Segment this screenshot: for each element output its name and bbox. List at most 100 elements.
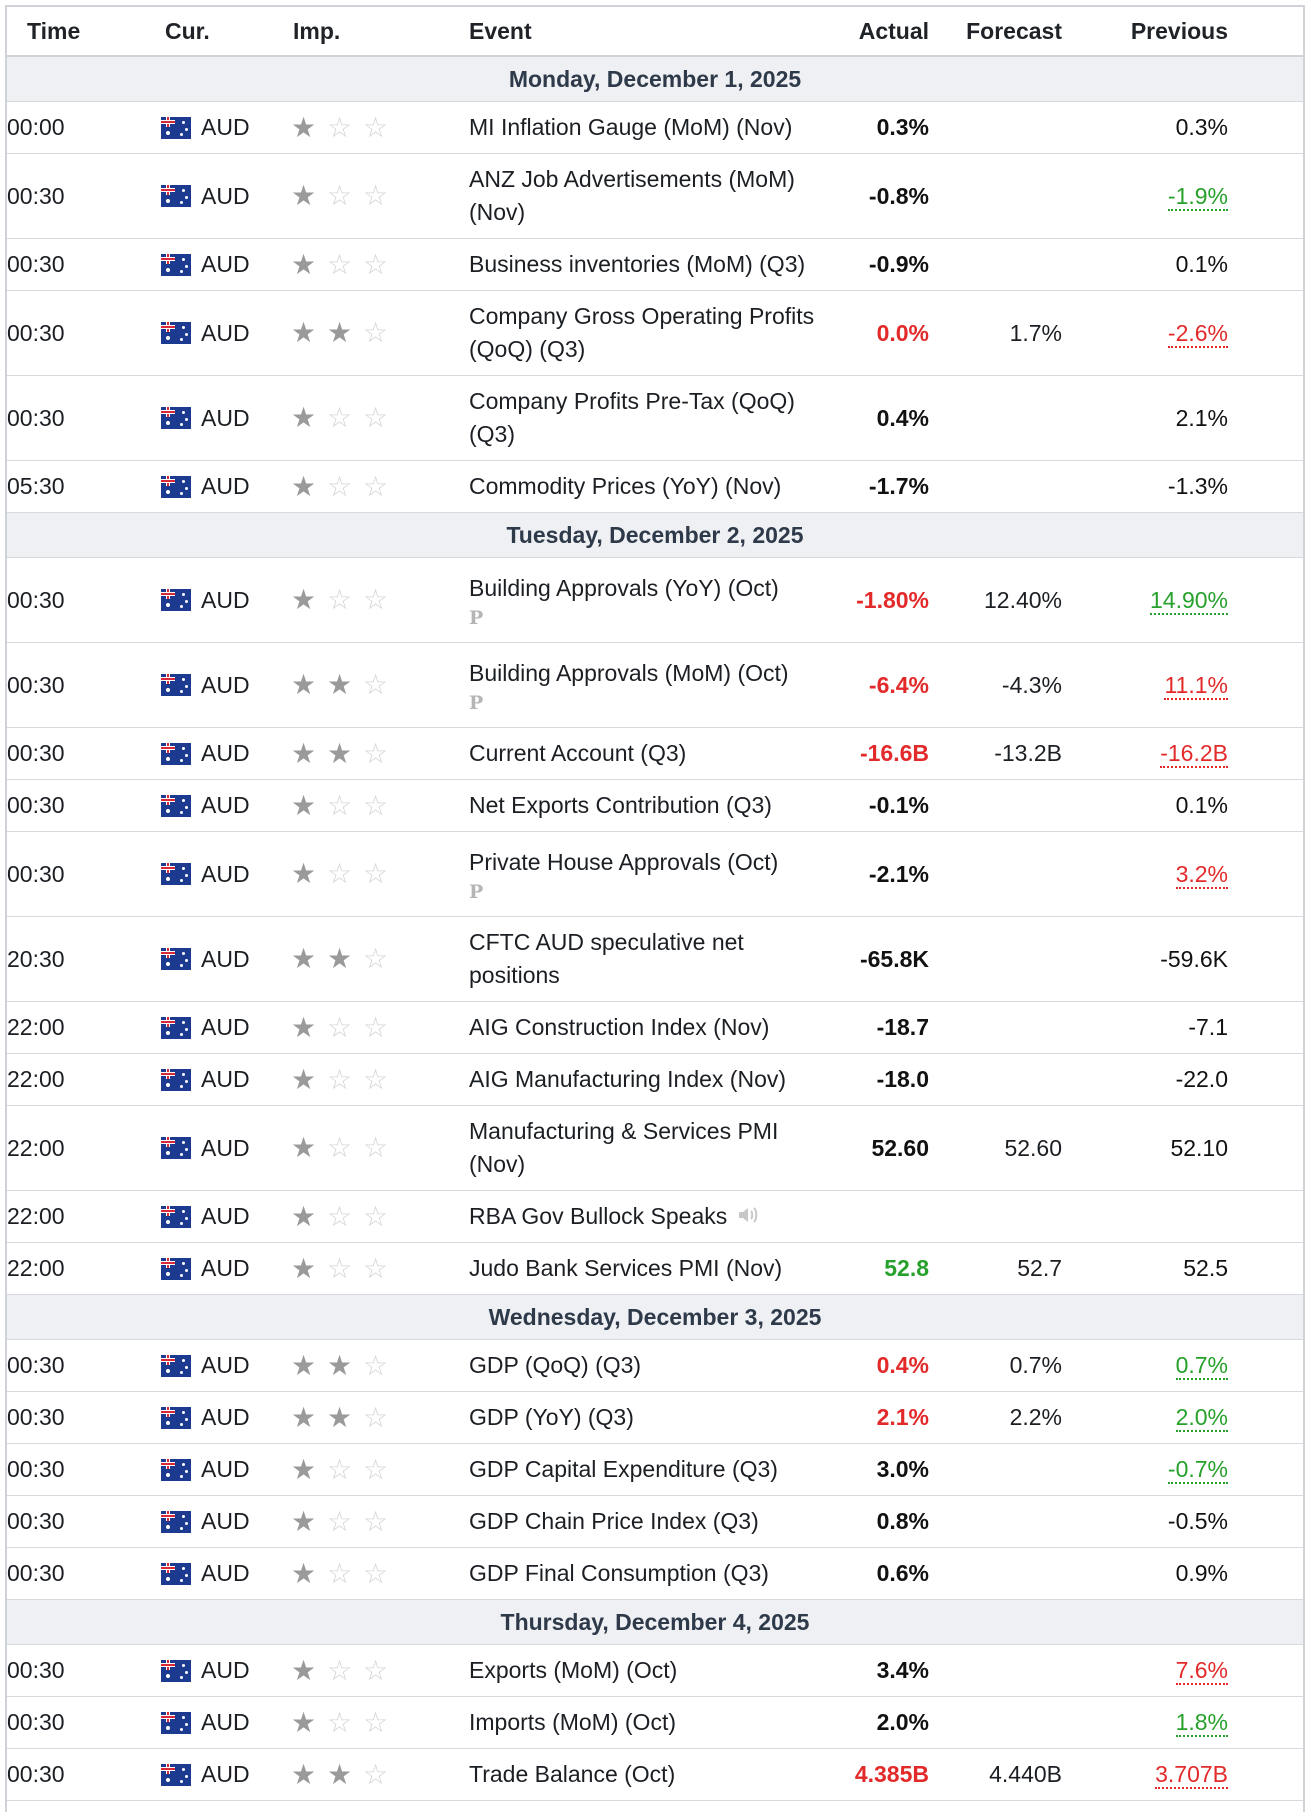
event-row[interactable]: 00:30 AUD ★ ★ ☆ Trade Balance (Oct) 4.385B 4.44… bbox=[7, 1748, 1303, 1801]
event-forecast: -13.2B bbox=[929, 727, 1062, 780]
event-previous[interactable]: -2.6% bbox=[1167, 319, 1228, 348]
event-previous[interactable]: 3.2% bbox=[1175, 860, 1228, 889]
event-importance-cell: ★ ★ ☆ bbox=[291, 1339, 469, 1392]
event-name-link[interactable]: GDP Capital Expenditure (Q3) bbox=[469, 1456, 778, 1482]
event-previous[interactable]: -1.9% bbox=[1167, 182, 1228, 211]
event-previous[interactable]: 11.1% bbox=[1164, 671, 1228, 700]
event-row[interactable]: 00:30 AUD ★ ☆ ☆ Building Approvals (YoY) (Oct… bbox=[7, 557, 1303, 643]
event-name-link[interactable]: Company Profits Pre-Tax (QoQ) (Q3) bbox=[469, 388, 795, 447]
event-row[interactable]: 00:30 AUD ★ ★ ☆ Current Account (Q3) -16.6B -13… bbox=[7, 727, 1303, 780]
header-actual[interactable]: Actual bbox=[835, 7, 929, 57]
event-previous[interactable]: 3.707B bbox=[1155, 1761, 1228, 1789]
event-previous[interactable]: 2.0% bbox=[1175, 1404, 1228, 1432]
event-row[interactable]: 00:30 AUD ★ ★ ☆ Building Approvals (MoM) (Oct… bbox=[7, 642, 1303, 728]
event-row[interactable]: 00:30 AUD ★ ☆ ☆ Net Exports Contribution (Q3)… bbox=[7, 779, 1303, 832]
event-time: 00:30 bbox=[7, 1339, 161, 1392]
event-row[interactable]: 22:00 AUD ★ ☆ ☆ AIG Manufacturing Index (Nov)… bbox=[7, 1053, 1303, 1106]
header-forecast[interactable]: Forecast bbox=[929, 7, 1062, 57]
event-previous[interactable]: -16.2B bbox=[1160, 740, 1228, 768]
event-previous-cell: 0.1% bbox=[1062, 238, 1228, 291]
event-name-link[interactable]: Current Account (Q3) bbox=[469, 740, 687, 766]
event-name-link[interactable]: Building Approvals (MoM) (Oct) bbox=[469, 660, 789, 686]
row-spacer bbox=[1228, 101, 1303, 154]
event-name-link[interactable]: AIG Construction Index (Nov) bbox=[469, 1014, 770, 1040]
event-actual-cell: 52.60 bbox=[835, 1105, 929, 1191]
header-event[interactable]: Event bbox=[469, 7, 835, 57]
star-filled-icon: ★ bbox=[291, 1557, 317, 1589]
event-row[interactable]: 05:30 AUD ★ ☆ ☆ Commodity Prices (YoY) (Nov) -… bbox=[7, 460, 1303, 513]
header-time[interactable]: Time bbox=[7, 7, 161, 57]
event-cell: GDP Capital Expenditure (Q3) bbox=[469, 1443, 835, 1496]
event-name-link[interactable]: Business inventories (MoM) (Q3) bbox=[469, 251, 806, 277]
event-name-link[interactable]: Imports (MoM) (Oct) bbox=[469, 1709, 676, 1735]
event-time: 20:30 bbox=[7, 916, 161, 1002]
event-row[interactable]: 00:30 AUD ★ ★ ☆ GDP (YoY) (Q3) 2.1% 2.2% 2.0% bbox=[7, 1391, 1303, 1444]
event-name-link[interactable]: Building Approvals (YoY) (Oct) bbox=[469, 575, 779, 601]
event-row[interactable]: 00:30 AUD ★ ☆ ☆ Business inventories (MoM) (Q… bbox=[7, 238, 1303, 291]
event-currency-cell: AUD bbox=[161, 779, 291, 832]
event-row[interactable]: 00:30 AUD ★ ★ ☆ GDP (QoQ) (Q3) 0.4% 0.7% 0.7% bbox=[7, 1339, 1303, 1392]
event-forecast bbox=[929, 1190, 1062, 1243]
event-cell: Company Gross Operating Profits (QoQ) (Q… bbox=[469, 290, 835, 376]
row-spacer bbox=[1228, 831, 1303, 917]
event-previous[interactable]: 7.6% bbox=[1175, 1657, 1228, 1685]
event-row[interactable]: 22:00 AUD ★ ☆ ☆ AIG Construction Index (Nov) -… bbox=[7, 1001, 1303, 1054]
event-row[interactable]: 00:30 AUD ★ ☆ ☆ GDP Chain Price Index (Q3) 0.8… bbox=[7, 1495, 1303, 1548]
event-time: 22:00 bbox=[7, 1001, 161, 1054]
event-row[interactable]: 00:30 AUD ★ ☆ ☆ ANZ Job Advertisements (MoM) … bbox=[7, 153, 1303, 239]
event-name-link[interactable]: Exports (MoM) (Oct) bbox=[469, 1657, 678, 1683]
event-currency-cell: AUD bbox=[161, 557, 291, 643]
event-row[interactable]: 22:00 AUD ★ ☆ ☆ Judo Bank Services PMI (Nov) 5… bbox=[7, 1242, 1303, 1295]
event-previous-cell: 0.7% bbox=[1062, 1339, 1228, 1392]
event-currency-cell: AUD bbox=[161, 916, 291, 1002]
event-name-link[interactable]: MI Inflation Gauge (MoM) (Nov) bbox=[469, 114, 793, 140]
event-previous[interactable]: 0.7% bbox=[1175, 1352, 1228, 1380]
event-row[interactable]: 00:30 AUD ★ ☆ ☆ Imports (MoM) (Oct) 2.0% 1.8% bbox=[7, 1696, 1303, 1749]
header-importance[interactable]: Imp. bbox=[291, 7, 469, 57]
event-cell: Imports (MoM) (Oct) bbox=[469, 1696, 835, 1749]
currency: AUD bbox=[161, 946, 291, 973]
event-name-link[interactable]: Company Gross Operating Profits (QoQ) (Q… bbox=[469, 303, 815, 362]
event-name-link[interactable]: CFTC AUD speculative net positions bbox=[469, 929, 744, 988]
event-name-link[interactable]: Net Exports Contribution (Q3) bbox=[469, 792, 772, 818]
currency-code: AUD bbox=[201, 473, 250, 499]
event-row[interactable]: 00:30 AUD ★ ☆ ☆ Company Profits Pre-Tax (QoQ)… bbox=[7, 375, 1303, 461]
event-name-link[interactable]: Judo Bank Services PMI (Nov) bbox=[469, 1255, 783, 1281]
event-actual-cell: -6.4% bbox=[835, 642, 929, 728]
header-previous[interactable]: Previous bbox=[1062, 7, 1228, 57]
event-importance-cell: ★ ☆ ☆ bbox=[291, 1495, 469, 1548]
event-cell: Judo Bank Services PMI (Nov) bbox=[469, 1242, 835, 1295]
event-name-link[interactable]: Trade Balance (Oct) bbox=[469, 1761, 676, 1787]
event-row[interactable]: 22:00 AUD ★ ☆ ☆ Manufacturing & Services PMI … bbox=[7, 1105, 1303, 1191]
row-spacer bbox=[1228, 1748, 1303, 1801]
event-row[interactable]: 00:30 AUD ★ ☆ ☆ GDP Capital Expenditure (Q3) 3… bbox=[7, 1443, 1303, 1496]
event-previous[interactable]: -0.7% bbox=[1167, 1456, 1228, 1484]
event-name-link[interactable]: ANZ Job Advertisements (MoM) (Nov) bbox=[469, 166, 795, 225]
event-name-link[interactable]: GDP (QoQ) (Q3) bbox=[469, 1352, 642, 1378]
event-name-link[interactable]: GDP Final Consumption (Q3) bbox=[469, 1560, 769, 1586]
header-currency[interactable]: Cur. bbox=[161, 7, 291, 57]
event-forecast bbox=[929, 916, 1062, 1002]
event-previous[interactable]: 14.90% bbox=[1149, 586, 1228, 615]
event-previous-cell: -7.1 bbox=[1062, 1001, 1228, 1054]
event-name-link[interactable]: RBA Gov Bullock Speaks bbox=[469, 1203, 728, 1229]
event-name-link[interactable]: Private House Approvals (Oct) bbox=[469, 849, 779, 875]
event-name-link[interactable]: GDP (YoY) (Q3) bbox=[469, 1404, 634, 1430]
event-name-link[interactable]: AIG Manufacturing Index (Nov) bbox=[469, 1066, 787, 1092]
event-row[interactable]: 22:00 AUD ★ ☆ ☆ RBA Gov Bullock Speaks bbox=[7, 1190, 1303, 1243]
event-previous-cell: -59.6K bbox=[1062, 916, 1228, 1002]
importance-stars: ★ ★ ☆ bbox=[291, 671, 469, 699]
event-row[interactable]: 00:30 AUD ★ ☆ ☆ GDP Final Consumption (Q3) 0.6… bbox=[7, 1547, 1303, 1600]
event-row[interactable]: 00:00 AUD ★ ☆ ☆ MI Inflation Gauge (MoM) (Nov… bbox=[7, 101, 1303, 154]
event-row[interactable]: 00:30 AUD ★ ★ ☆ Company Gross Operating Profi… bbox=[7, 290, 1303, 376]
event-row[interactable]: 20:30 AUD ★ ★ ☆ CFTC AUD speculative net posi… bbox=[7, 916, 1303, 1002]
currency: AUD bbox=[161, 320, 291, 347]
event-currency-cell: AUD bbox=[161, 1748, 291, 1801]
event-row[interactable]: 00:30 AUD ★ ☆ ☆ Private House Approvals (Oct)… bbox=[7, 831, 1303, 917]
event-name-link[interactable]: Commodity Prices (YoY) (Nov) bbox=[469, 473, 782, 499]
event-name-link[interactable]: GDP Chain Price Index (Q3) bbox=[469, 1508, 759, 1534]
star-filled-icon: ★ bbox=[327, 1758, 353, 1790]
event-previous[interactable]: 1.8% bbox=[1175, 1709, 1228, 1737]
event-name-link[interactable]: Manufacturing & Services PMI (Nov) bbox=[469, 1118, 779, 1177]
event-row[interactable]: 00:30 AUD ★ ☆ ☆ Exports (MoM) (Oct) 3.4% 7.6% bbox=[7, 1644, 1303, 1697]
